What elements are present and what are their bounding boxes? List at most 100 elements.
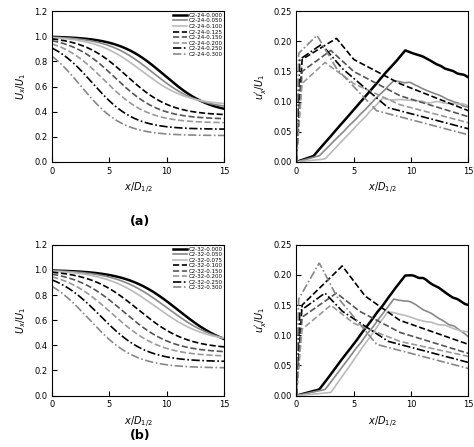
C2-24-0.200 (190, 119, 196, 124)
C2-32-0.250 (221, 358, 227, 364)
C2-24-0.150 (142, 100, 148, 105)
C2-24-0.050 (49, 34, 55, 40)
C2-24-0.050 (217, 103, 223, 108)
C2-24-0.200 (152, 112, 157, 118)
C2-24-0.050 (131, 55, 137, 61)
C2-32-0.000 (152, 290, 157, 295)
C2-24-0.125 (221, 112, 227, 117)
C2-32-0.075 (190, 327, 196, 332)
C2-32-0.150 (142, 326, 148, 332)
C2-32-0.000 (132, 280, 137, 285)
C2-32-0.300 (221, 365, 227, 371)
X-axis label: $x/D_{1/2}$: $x/D_{1/2}$ (124, 181, 153, 196)
C2-32-0.075 (142, 296, 148, 302)
Y-axis label: $U_x/U_1$: $U_x/U_1$ (15, 307, 28, 334)
C2-24-0.125 (49, 36, 55, 42)
C2-32-0.000 (190, 319, 196, 324)
C2-32-0.050 (49, 268, 55, 274)
C2-24-0.200 (221, 120, 227, 125)
C2-24-0.100 (131, 63, 137, 68)
C2-32-0.300 (49, 284, 55, 289)
C2-32-0.300 (152, 360, 157, 365)
C2-32-0.100 (217, 344, 223, 349)
C2-24-0.150 (132, 93, 137, 98)
C2-24-0.300 (131, 126, 137, 131)
C2-32-0.300 (131, 353, 137, 358)
C2-24-0.000 (132, 51, 137, 56)
C2-24-0.125 (142, 89, 148, 94)
C2-32-0.200 (49, 274, 55, 279)
Legend: C2-32-0.000, C2-32-0.050, C2-32-0.075, C2-32-0.100, C2-32-0.150, C2-32-0.200, C2: C2-32-0.000, C2-32-0.050, C2-32-0.075, C… (173, 246, 223, 291)
Line: C2-24-0.200: C2-24-0.200 (52, 44, 224, 122)
Line: C2-24-0.050: C2-24-0.050 (52, 37, 224, 106)
C2-24-0.300 (221, 133, 227, 138)
C2-32-0.075 (217, 335, 223, 340)
C2-24-0.300 (49, 54, 55, 59)
C2-24-0.150 (131, 92, 137, 97)
C2-32-0.150 (190, 346, 196, 351)
C2-24-0.250 (152, 122, 157, 127)
C2-24-0.100 (221, 101, 227, 106)
C2-32-0.150 (152, 332, 157, 337)
C2-32-0.250 (217, 358, 223, 364)
C2-32-0.050 (132, 284, 137, 289)
C2-32-0.000 (221, 336, 227, 342)
C2-32-0.250 (190, 358, 196, 363)
C2-32-0.300 (190, 364, 196, 370)
Line: C2-24-0.125: C2-24-0.125 (52, 39, 224, 114)
C2-24-0.125 (190, 109, 196, 114)
C2-24-0.150 (49, 38, 55, 43)
C2-24-0.250 (221, 127, 227, 132)
C2-24-0.250 (142, 120, 148, 125)
C2-32-0.100 (152, 320, 157, 325)
C2-32-0.100 (142, 312, 148, 318)
C2-24-0.125 (131, 80, 137, 85)
Line: C2-32-0.200: C2-32-0.200 (52, 277, 224, 356)
C2-32-0.200 (221, 353, 227, 358)
X-axis label: $x/D_{1/2}$: $x/D_{1/2}$ (368, 181, 397, 196)
C2-32-0.000 (131, 279, 137, 285)
C2-24-0.300 (142, 129, 148, 134)
C2-24-0.100 (142, 71, 148, 76)
C2-32-0.150 (131, 318, 137, 323)
C2-32-0.250 (152, 351, 157, 356)
C2-24-0.000 (190, 94, 196, 100)
Line: C2-32-0.000: C2-32-0.000 (52, 270, 224, 339)
Legend: C2-24-0.000, C2-24-0.050, C2-24-0.100, C2-24-0.125, C2-24-0.150, C2-24-0.200, C2: C2-24-0.000, C2-24-0.050, C2-24-0.100, C… (173, 12, 223, 57)
C2-32-0.200 (132, 330, 137, 335)
C2-24-0.000 (142, 57, 148, 63)
Line: C2-24-0.000: C2-24-0.000 (52, 37, 224, 109)
C2-32-0.100 (49, 270, 55, 275)
Line: C2-32-0.100: C2-32-0.100 (52, 272, 224, 347)
Line: C2-24-0.150: C2-24-0.150 (52, 41, 224, 118)
C2-24-0.050 (142, 64, 148, 69)
C2-24-0.200 (132, 103, 137, 109)
C2-24-0.200 (217, 120, 223, 125)
C2-32-0.050 (152, 296, 157, 301)
C2-32-0.300 (132, 354, 137, 359)
C2-32-0.100 (131, 304, 137, 309)
Line: C2-32-0.050: C2-32-0.050 (52, 271, 224, 338)
C2-24-0.250 (190, 126, 196, 131)
C2-32-0.075 (131, 289, 137, 295)
Y-axis label: $u_x'/U_1$: $u_x'/U_1$ (253, 73, 267, 100)
C2-24-0.300 (190, 132, 196, 138)
C2-32-0.250 (132, 342, 137, 348)
C2-24-0.100 (190, 96, 196, 101)
Line: C2-32-0.250: C2-32-0.250 (52, 280, 224, 361)
C2-24-0.200 (131, 103, 137, 108)
C2-32-0.150 (221, 349, 227, 354)
C2-32-0.000 (49, 268, 55, 273)
C2-24-0.300 (132, 126, 137, 131)
C2-24-0.150 (152, 105, 157, 110)
C2-24-0.250 (131, 115, 137, 121)
C2-24-0.250 (132, 116, 137, 121)
Line: C2-32-0.300: C2-32-0.300 (52, 287, 224, 368)
C2-32-0.250 (142, 348, 148, 353)
C2-32-0.250 (131, 342, 137, 347)
C2-32-0.050 (190, 323, 196, 328)
C2-32-0.075 (132, 290, 137, 295)
C2-24-0.150 (190, 114, 196, 119)
C2-24-0.050 (152, 71, 157, 76)
Text: (a): (a) (130, 215, 150, 228)
